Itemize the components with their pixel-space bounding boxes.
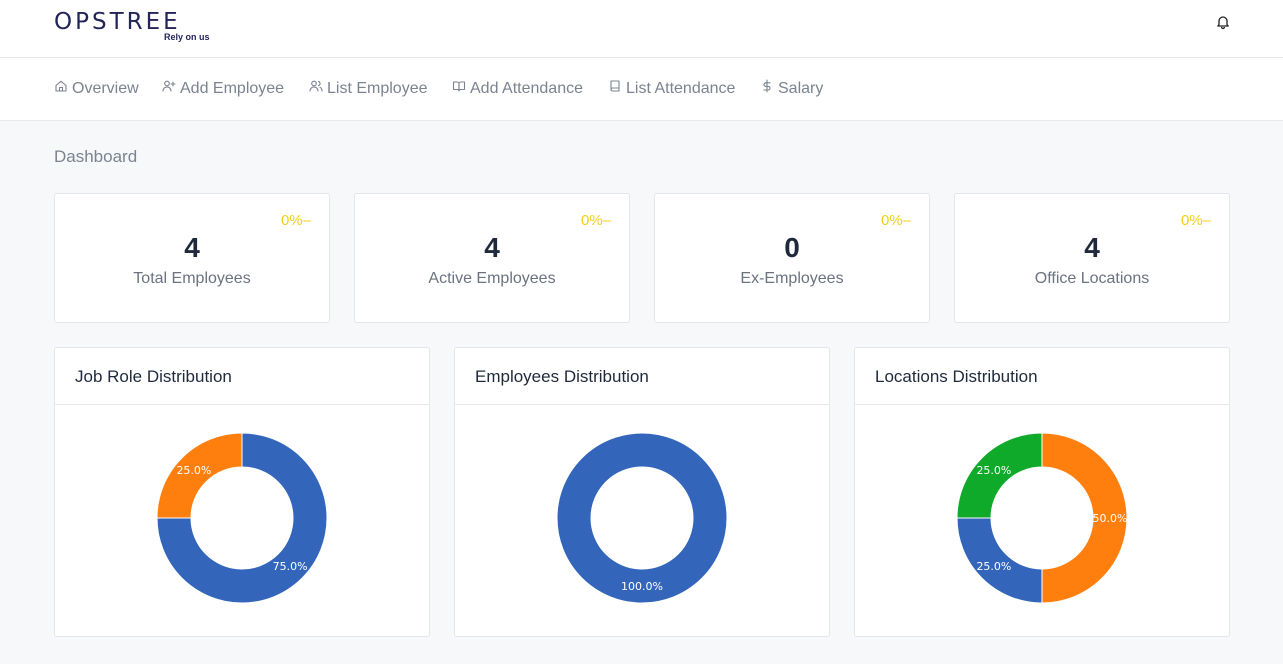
stat-value: 0 bbox=[784, 232, 800, 263]
book-icon bbox=[610, 80, 620, 92]
stat-change: 0%– bbox=[281, 212, 311, 229]
chart-title: Employees Distribution bbox=[455, 348, 829, 405]
stat-change: 0%– bbox=[581, 212, 611, 229]
nav-item-label: Salary bbox=[778, 80, 824, 97]
stat-change: 0%– bbox=[881, 212, 911, 229]
slice-label: 25.0% bbox=[976, 560, 1011, 573]
chart-title: Job Role Distribution bbox=[55, 348, 429, 405]
book-open-icon bbox=[452, 81, 466, 92]
donut-chart-job-role: 75.0% 25.0% bbox=[156, 432, 328, 604]
chart-card-employees: Employees Distribution 100.0% bbox=[454, 347, 830, 637]
stat-card-ex-employees: 0%– 0 Ex-Employees bbox=[654, 193, 930, 323]
chart-title: Locations Distribution bbox=[855, 348, 1229, 405]
users-icon bbox=[309, 80, 323, 92]
stat-card-active-employees: 0%– 4 Active Employees bbox=[354, 193, 630, 323]
donut-chart-employees: 100.0% bbox=[556, 432, 728, 604]
minus-icon: – bbox=[302, 212, 311, 229]
page-title: Dashboard bbox=[54, 147, 138, 166]
brand-logo[interactable]: OPSTREE Rely on us bbox=[54, 9, 224, 45]
nav-item-label: Add Employee bbox=[180, 80, 285, 97]
dollar-icon bbox=[763, 79, 771, 93]
stat-value: 4 bbox=[484, 232, 500, 263]
user-plus-icon bbox=[162, 80, 176, 92]
stat-label: Ex-Employees bbox=[740, 270, 844, 287]
main-nav: Overview Add Employee List Employee Add … bbox=[0, 58, 1283, 121]
brand-name: OPSTREE bbox=[54, 9, 181, 35]
donut-slice[interactable] bbox=[956, 432, 1043, 519]
nav-item-list-employee[interactable]: List Employee bbox=[309, 78, 428, 100]
chart-card-locations: Locations Distribution 50.0% 25.0% 25.0% bbox=[854, 347, 1230, 637]
nav-item-salary[interactable]: Salary bbox=[760, 78, 823, 100]
change-value: 0% bbox=[580, 212, 603, 229]
donut-slice[interactable] bbox=[156, 432, 243, 519]
nav-item-list-attendance[interactable]: List Attendance bbox=[608, 78, 735, 100]
nav-item-label: List Employee bbox=[327, 80, 428, 97]
stat-value: 4 bbox=[184, 232, 200, 263]
chart-card-job-role: Job Role Distribution 75.0% 25.0% bbox=[54, 347, 430, 637]
stat-label: Active Employees bbox=[428, 270, 556, 287]
donut-slice[interactable] bbox=[556, 432, 728, 604]
change-value: 0% bbox=[1180, 212, 1203, 229]
minus-icon: – bbox=[1202, 212, 1211, 229]
slice-label: 75.0% bbox=[273, 560, 308, 573]
minus-icon: – bbox=[902, 212, 911, 229]
nav-item-add-employee[interactable]: Add Employee bbox=[162, 78, 284, 100]
stat-label: Office Locations bbox=[1034, 270, 1150, 287]
slice-label: 25.0% bbox=[976, 464, 1011, 477]
nav-item-label: List Attendance bbox=[626, 80, 736, 97]
stat-label: Total Employees bbox=[133, 270, 251, 287]
change-value: 0% bbox=[880, 212, 903, 229]
nav-item-overview[interactable]: Overview bbox=[54, 78, 139, 100]
stat-value: 4 bbox=[1084, 232, 1100, 263]
top-bar: OPSTREE Rely on us bbox=[0, 0, 1283, 58]
nav-item-label: Add Attendance bbox=[470, 80, 583, 97]
slice-label: 100.0% bbox=[621, 580, 663, 593]
stat-card-office-locations: 0%– 4 Office Locations bbox=[954, 193, 1230, 323]
donut-slice[interactable] bbox=[156, 432, 328, 604]
nav-item-label: Overview bbox=[72, 80, 139, 97]
stat-card-total-employees: 0%– 4 Total Employees bbox=[54, 193, 330, 323]
nav-item-add-attendance[interactable]: Add Attendance bbox=[452, 78, 583, 100]
donut-slice[interactable] bbox=[1041, 432, 1128, 604]
minus-icon: – bbox=[602, 212, 611, 229]
slice-label: 50.0% bbox=[1093, 512, 1128, 525]
brand-tagline: Rely on us bbox=[164, 32, 210, 42]
donut-chart-locations: 50.0% 25.0% 25.0% bbox=[956, 432, 1128, 604]
slice-label: 25.0% bbox=[176, 464, 211, 477]
change-value: 0% bbox=[280, 212, 303, 229]
home-icon bbox=[55, 80, 67, 92]
stat-change: 0%– bbox=[1181, 212, 1211, 229]
bell-icon[interactable] bbox=[1215, 14, 1231, 30]
